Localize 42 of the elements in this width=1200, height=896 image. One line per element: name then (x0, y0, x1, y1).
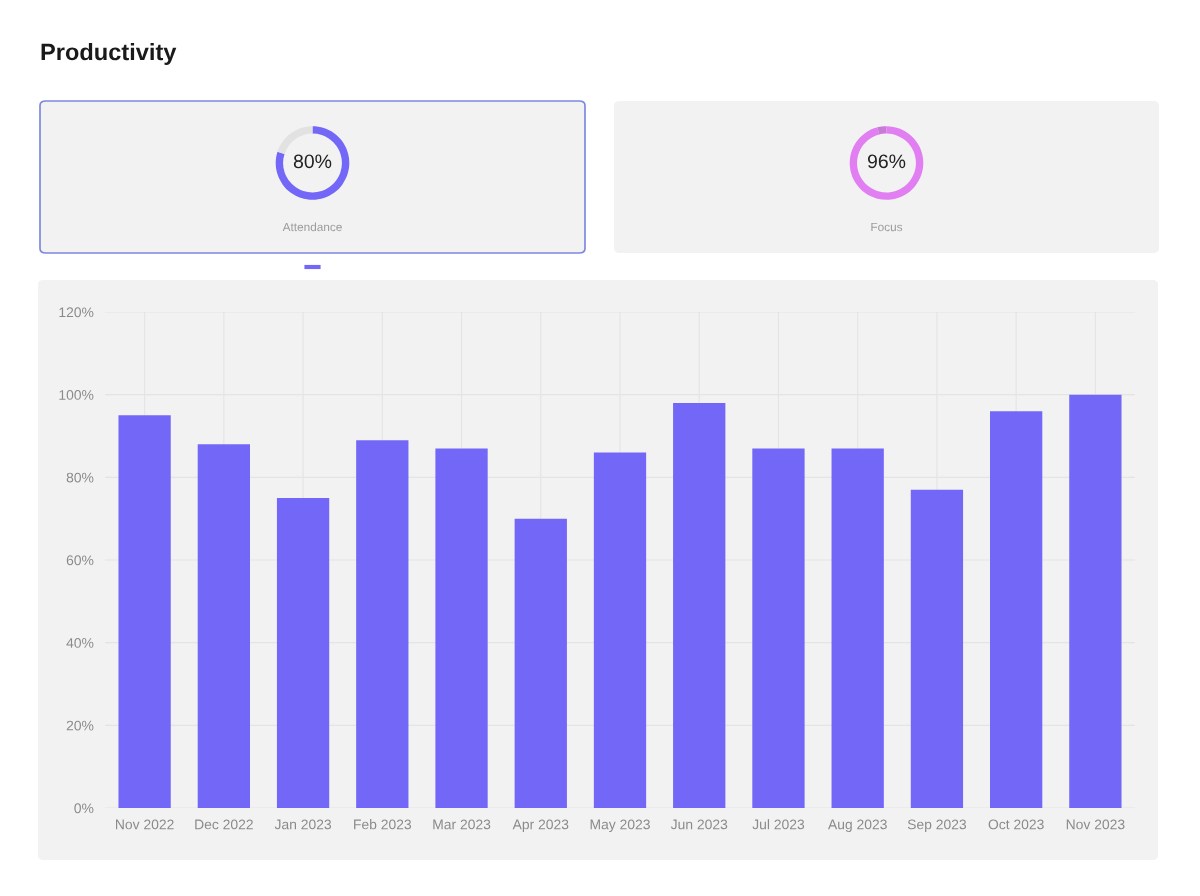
y-tick-label: 0% (74, 803, 94, 814)
bar (910, 489, 964, 808)
bar (197, 444, 250, 808)
bar (990, 411, 1043, 808)
y-tick-label: 80% (66, 472, 94, 483)
bar (435, 448, 488, 808)
x-tick-label: Apr 2023 (512, 819, 569, 833)
bar (356, 440, 409, 808)
bar (1069, 394, 1122, 808)
x-tick-label: May 2023 (590, 819, 650, 833)
donut-slice (849, 126, 924, 200)
y-tick-label: 20% (66, 720, 94, 731)
text: Focus (871, 222, 903, 232)
text: 96% (867, 154, 906, 169)
y-tick-label: 100% (59, 390, 94, 400)
donut-slice (277, 126, 313, 154)
y-tick-label: 40% (66, 638, 94, 648)
bar (118, 415, 171, 808)
text: Productivity (41, 43, 177, 65)
donut-slice (877, 126, 887, 135)
bar (673, 402, 726, 808)
y-tick-label: 60% (66, 555, 94, 566)
x-tick-label: Mar 2023 (433, 819, 491, 830)
bar (593, 452, 647, 808)
x-tick-label: Aug 2023 (827, 819, 887, 833)
y-tick-label: 120% (59, 307, 94, 318)
text: 80% (293, 154, 332, 169)
x-tick-label: Jul 2023 (752, 819, 805, 830)
bar (831, 448, 884, 808)
bar (276, 498, 330, 808)
x-tick-label: Oct 2023 (988, 819, 1044, 830)
x-tick-label: Nov 2022 (116, 819, 174, 830)
bar (752, 448, 805, 808)
x-tick-label: Dec 2022 (195, 819, 253, 830)
x-tick-label: Nov 2023 (1066, 819, 1125, 830)
x-tick-label: Sep 2023 (907, 819, 967, 833)
x-tick-label: Jun 2023 (670, 819, 728, 830)
x-tick-label: Feb 2023 (354, 819, 412, 830)
text: Attendance (282, 222, 342, 232)
donut-slice (275, 126, 350, 200)
bar (514, 518, 567, 808)
x-tick-label: Jan 2023 (274, 819, 332, 830)
